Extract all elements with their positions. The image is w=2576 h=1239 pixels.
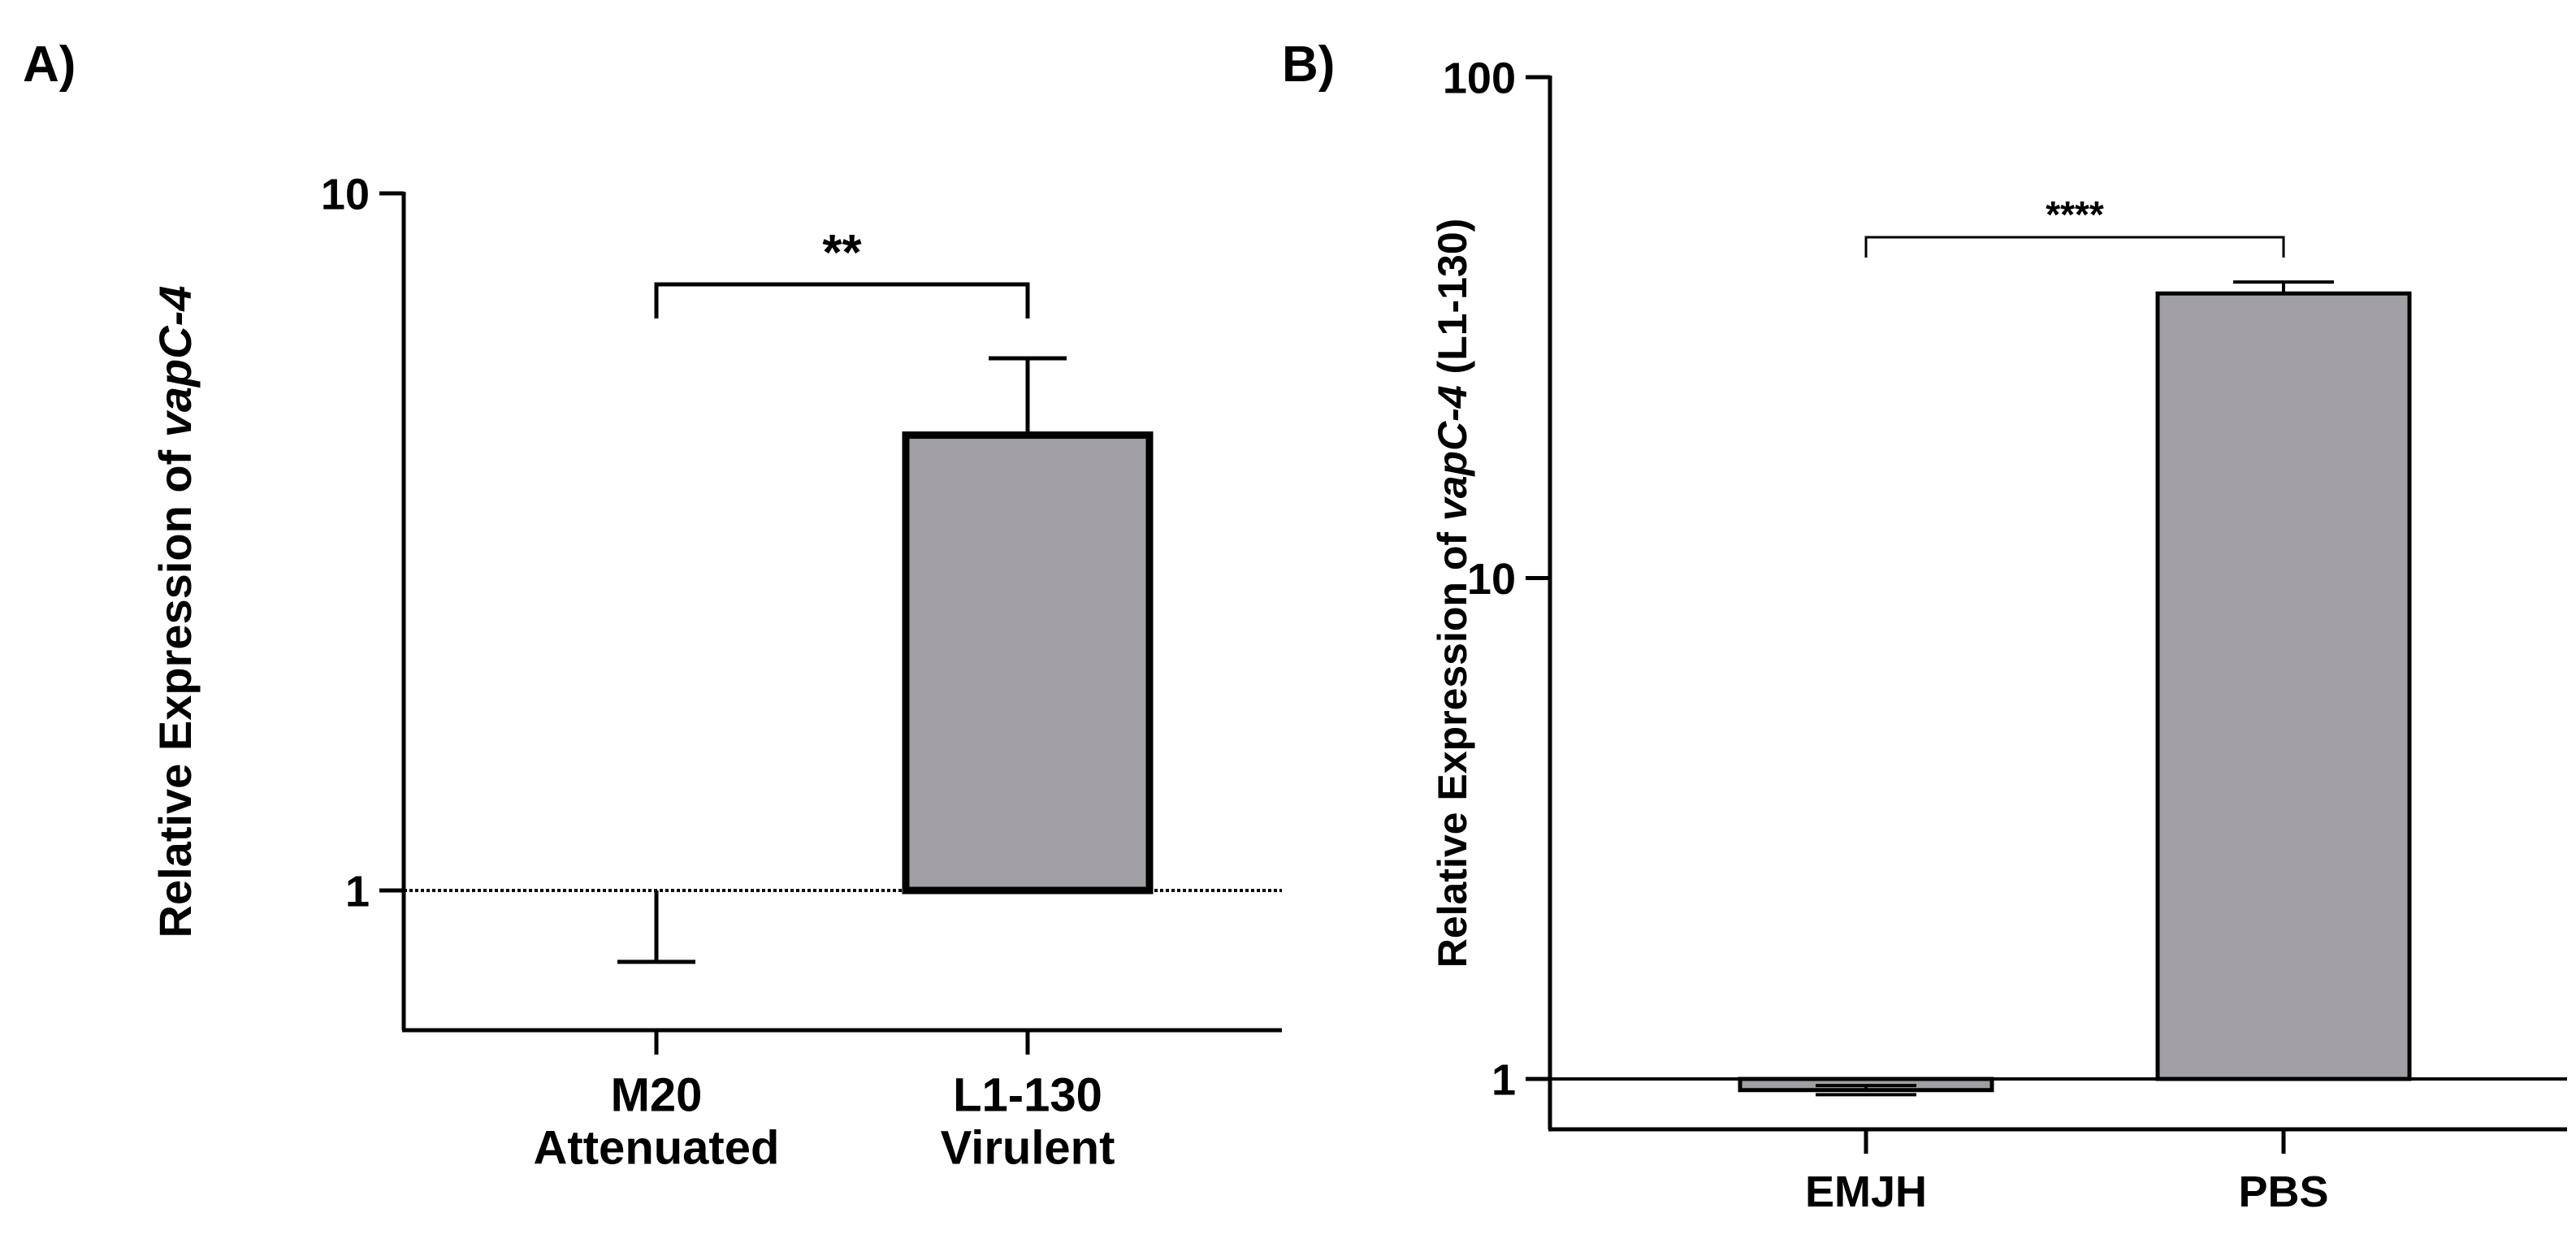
significance-bracket (1864, 236, 2285, 258)
y-tick-label: 100 (1443, 54, 1516, 102)
bar (2155, 291, 2412, 1081)
panel-label: A) (23, 37, 76, 93)
y-axis-label: Relative Expression of vapC-4 (149, 286, 201, 938)
y-axis-label-prefix: Relative Expression of (1430, 521, 1475, 968)
significance-label: **** (2046, 193, 2104, 236)
y-axis-label-gene: vapC-4 (149, 286, 201, 438)
y-tick-label: 1 (1491, 1055, 1516, 1104)
y-axis-label-suffix: (L1-130) (1430, 219, 1475, 386)
panel-b-chart: B) 1 10 100 EMJH PBS **** Relative Expression o… (1282, 37, 2567, 1216)
x-category-label: PBS (2238, 1168, 2328, 1216)
y-tick-label: 1 (345, 867, 370, 916)
x-category-label: L1-130 (953, 1069, 1102, 1122)
y-tick-label: 10 (321, 170, 370, 219)
y-tick-label: 10 (1467, 555, 1516, 604)
significance-label: ** (822, 225, 862, 281)
x-category-sublabel: Attenuated (534, 1122, 780, 1175)
y-axis-label: Relative Expression of vapC-4 (L1-130) (1430, 219, 1475, 968)
bar (902, 431, 1154, 895)
x-category-label: M20 (611, 1069, 703, 1122)
significance-bracket (654, 282, 1030, 318)
x-category-label: EMJH (1805, 1168, 1927, 1216)
y-axis-label-gene: vapC-4 (1430, 385, 1475, 521)
panel-label: B) (1282, 37, 1335, 93)
y-axis-label-prefix: Relative Expression of (149, 437, 201, 938)
x-category-sublabel: Virulent (941, 1122, 1115, 1175)
